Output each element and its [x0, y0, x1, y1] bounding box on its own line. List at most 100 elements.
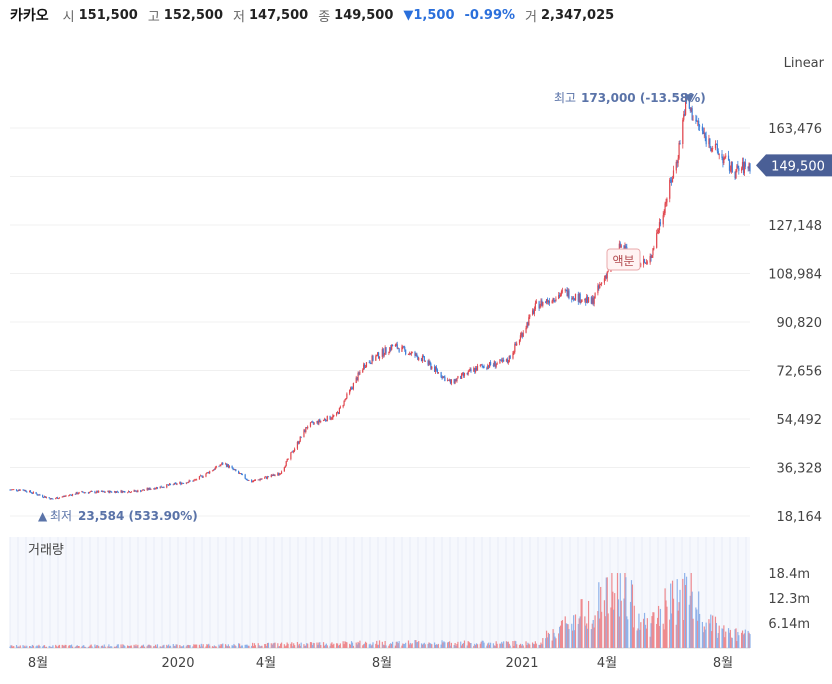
price-candle — [15, 489, 18, 491]
price-candle — [481, 364, 483, 366]
price-candle — [265, 476, 267, 478]
volume-bar — [124, 646, 126, 648]
price-candle — [378, 352, 380, 359]
volume-bar — [135, 644, 137, 648]
price-candle — [450, 379, 452, 384]
volume-bar — [296, 642, 299, 648]
price-candle — [220, 464, 222, 466]
volume-bar — [564, 616, 566, 648]
price-candle — [124, 491, 126, 493]
volume-bar — [493, 645, 495, 648]
volume-bar — [82, 645, 84, 648]
price-candle — [407, 354, 410, 356]
price-candle — [28, 490, 31, 493]
price-candle — [61, 496, 63, 498]
price-candle — [436, 369, 438, 373]
volume-bar — [122, 644, 124, 648]
price-candle — [658, 222, 661, 230]
price-candle — [447, 379, 449, 382]
price-candle — [206, 472, 208, 474]
volume-bar — [598, 582, 600, 648]
volume-bar — [624, 573, 626, 648]
volume-bar — [12, 646, 14, 648]
volume-bar — [714, 616, 717, 648]
price-candle — [565, 289, 567, 291]
price-candle — [90, 491, 92, 492]
volume-bar — [153, 646, 155, 648]
price-candle — [441, 377, 443, 379]
volume-bar — [433, 642, 436, 648]
price-candle — [734, 172, 736, 179]
volume-bar — [553, 632, 555, 648]
volume-bar — [13, 646, 15, 648]
volume-bar — [193, 644, 195, 648]
volume-bar — [273, 642, 275, 648]
price-candle — [134, 490, 136, 492]
volume-bar — [519, 643, 522, 648]
volume-bar — [198, 644, 201, 648]
price-candle — [541, 300, 543, 306]
volume-bar — [370, 645, 372, 648]
quote-header: 카카오 시 151,500 고 152,500 저 147,500 종 149,… — [10, 4, 624, 26]
volume-bar — [39, 646, 41, 648]
volume-bar — [50, 647, 52, 648]
price-candle — [521, 333, 523, 337]
price-candle — [593, 298, 595, 304]
low-value: 147,500 — [248, 7, 309, 23]
price-candle — [32, 491, 34, 494]
volume-bar — [578, 618, 580, 648]
price-candle — [161, 487, 163, 489]
volume-bar — [391, 641, 394, 648]
price-candle — [378, 356, 381, 359]
price-candle — [155, 487, 158, 489]
volume-bar — [309, 642, 312, 648]
price-candle — [300, 436, 302, 438]
volume-bar — [207, 644, 209, 648]
volume-bar — [475, 645, 477, 648]
volume-bar — [364, 641, 367, 648]
price-candle — [529, 314, 531, 318]
price-candle — [395, 344, 397, 346]
volume-bar — [539, 644, 541, 648]
volume-bar — [304, 645, 306, 648]
volume-bar — [209, 645, 211, 648]
volume-bar — [333, 643, 335, 648]
price-candle — [293, 451, 295, 453]
scale-mode-toggle[interactable]: Linear — [783, 56, 824, 71]
price-candle — [115, 491, 117, 493]
volume-bar — [168, 644, 170, 648]
price-candle — [239, 473, 242, 474]
volume-bar — [709, 623, 711, 648]
volume-bar — [161, 646, 163, 648]
price-candle — [198, 476, 201, 480]
price-candle — [652, 248, 654, 256]
volume-bar — [283, 644, 285, 648]
price-candle — [618, 243, 620, 252]
price-candle — [127, 491, 130, 493]
price-candle — [711, 148, 713, 152]
volume-bar — [434, 644, 437, 648]
volume-bar — [155, 646, 158, 648]
volume-bar — [443, 641, 445, 648]
price-candle — [461, 373, 463, 379]
volume-bar — [324, 644, 327, 648]
price-candle — [338, 407, 341, 414]
price-candle — [721, 153, 723, 158]
price-candle — [179, 482, 181, 484]
price-candle — [252, 481, 254, 483]
price-tick-label: 108,984 — [768, 268, 822, 283]
volume-bar — [636, 630, 638, 648]
volume-bar — [222, 643, 224, 648]
price-candle — [702, 130, 704, 134]
high-annotation-value: 173,000 (-13.58%) — [581, 91, 706, 105]
price-candle — [578, 293, 580, 302]
volume-bar — [188, 645, 190, 648]
volume-bar — [293, 643, 295, 648]
volume-bar — [560, 620, 563, 648]
price-candle — [737, 165, 739, 168]
volume-bar — [494, 645, 496, 648]
price-candle — [306, 427, 308, 429]
price-candle — [704, 132, 706, 137]
price-candle — [422, 355, 424, 357]
